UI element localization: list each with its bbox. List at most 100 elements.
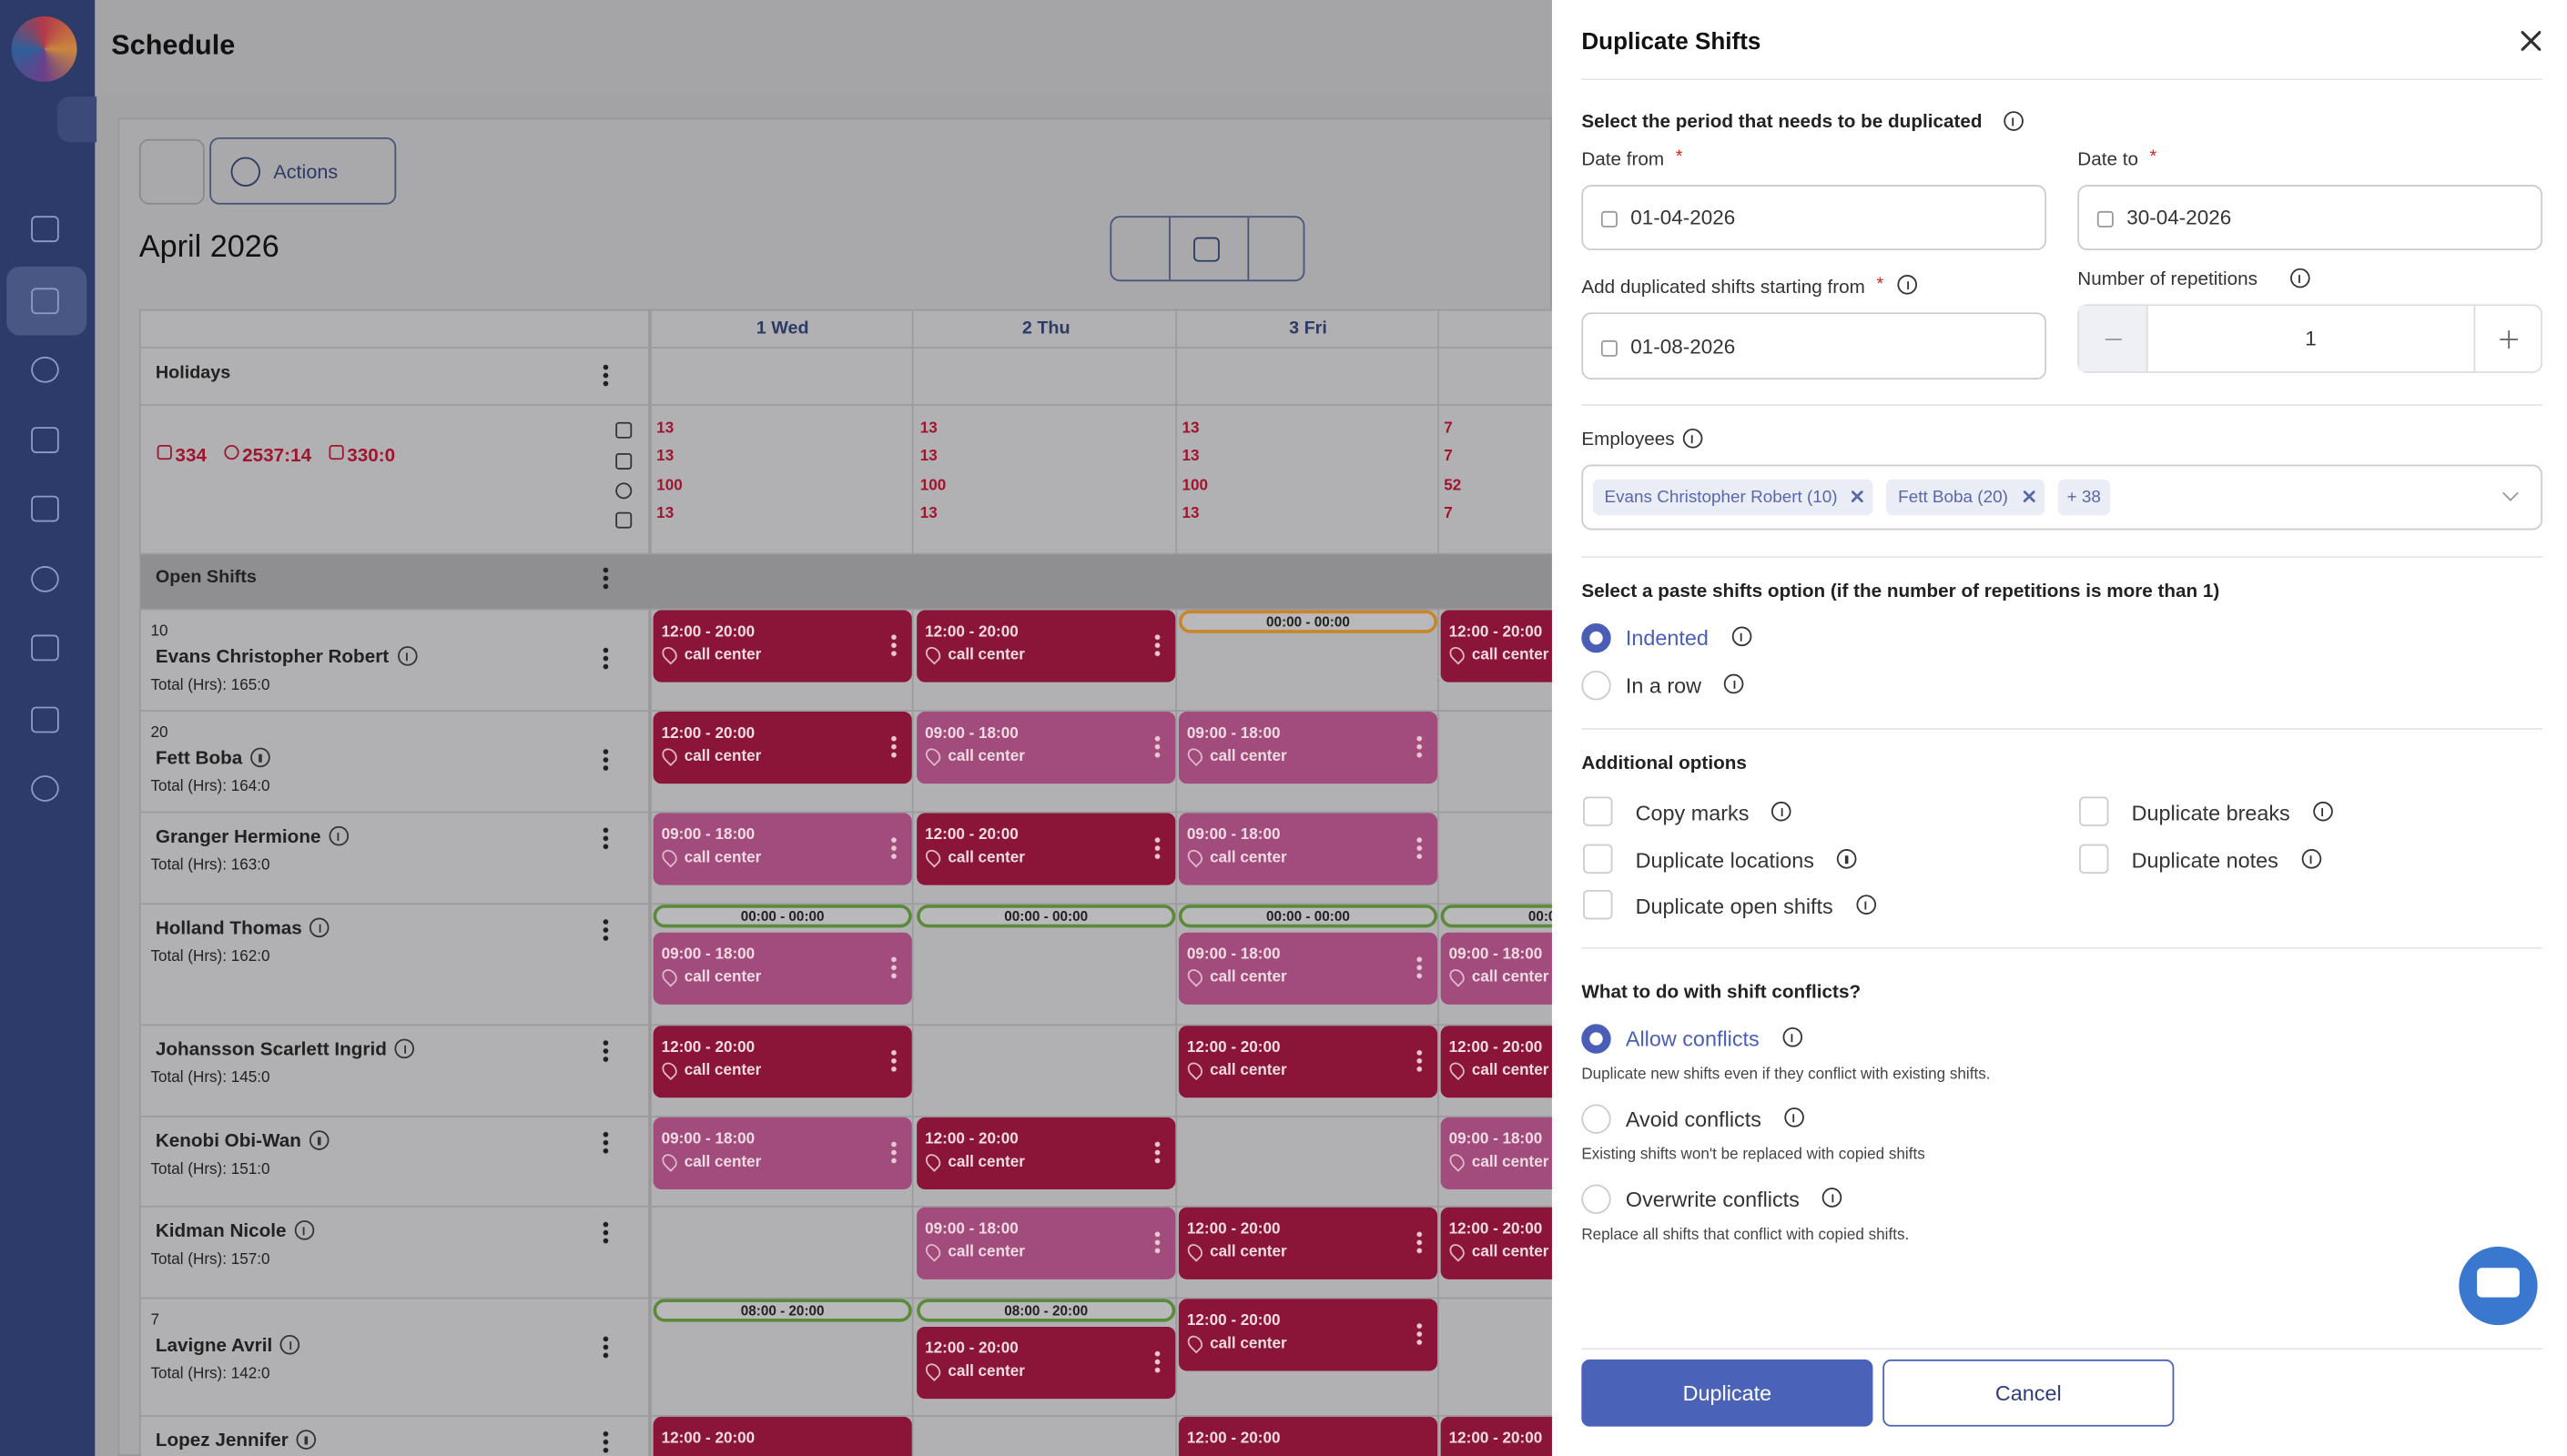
radio[interactable]	[1581, 1104, 1611, 1134]
shift-outline[interactable]: 00:00 - 00:00	[1178, 610, 1438, 633]
filter-button[interactable]	[138, 138, 205, 205]
radio[interactable]	[1581, 1024, 1611, 1054]
duplicate-button[interactable]: Duplicate	[1581, 1359, 1873, 1427]
shift-block[interactable]: 12:00 - 20:00 call center	[653, 1026, 912, 1098]
sidebar-icon[interactable]	[31, 356, 59, 383]
shift-outline[interactable]: 00:00 - 00:00	[917, 905, 1176, 928]
row-border	[138, 1415, 1552, 1417]
shift-menu[interactable]	[1153, 1140, 1162, 1165]
holidays-label: Holidays	[155, 363, 231, 383]
shift-block[interactable]: 09:00 - 18:00 call center	[917, 1207, 1176, 1279]
sidebar-icon[interactable]	[31, 634, 59, 662]
radio[interactable]	[1581, 671, 1611, 701]
shift-menu[interactable]	[890, 1140, 898, 1165]
shift-block[interactable]: 09:00 - 18:00 call center	[653, 1117, 912, 1189]
checkbox[interactable]	[1583, 796, 1613, 826]
chip-remove[interactable]	[1852, 490, 1864, 502]
shift-block[interactable]: 12:00 - 20:00 call center	[917, 813, 1176, 885]
radio[interactable]	[1581, 622, 1611, 653]
shift-block[interactable]: 09:00 - 18:00 call center	[653, 813, 912, 885]
shift-place: call center	[684, 1153, 762, 1172]
sidebar-icon[interactable]	[31, 775, 59, 802]
sidebar-toggle[interactable]	[56, 96, 97, 143]
employee-menu[interactable]	[602, 646, 610, 672]
holidays-menu[interactable]	[602, 363, 610, 389]
shift-block[interactable]: 12:00 - 20:00 call center	[1178, 1207, 1438, 1279]
shift-menu[interactable]	[1415, 1321, 1423, 1347]
checkbox-label: Duplicate locations	[1635, 848, 1814, 874]
calendar-icon[interactable]	[1193, 237, 1220, 262]
checkbox[interactable]	[2079, 844, 2109, 874]
sidebar-icon[interactable]	[31, 427, 59, 453]
employee-menu[interactable]	[602, 1038, 610, 1064]
open-shifts-menu[interactable]	[602, 566, 610, 591]
sidebar-icon[interactable]	[31, 216, 59, 243]
shift-menu[interactable]	[1153, 1229, 1162, 1255]
open-shifts-row	[140, 554, 1552, 609]
sidebar-icon[interactable]	[31, 566, 59, 592]
shift-menu[interactable]	[1153, 1350, 1162, 1375]
plus-button[interactable]	[2473, 306, 2542, 372]
shift-block[interactable]: 12:00 - 20:00	[1178, 1416, 1438, 1456]
sidebar-icon[interactable]	[31, 706, 59, 733]
shift-menu[interactable]	[890, 955, 898, 980]
row-border	[138, 1205, 1552, 1208]
shift-menu[interactable]	[1153, 835, 1162, 861]
shift-menu[interactable]	[890, 632, 898, 658]
date-input[interactable]: 01-04-2026	[1581, 185, 2047, 251]
chip-remove[interactable]	[2023, 490, 2034, 502]
shift-block[interactable]: 09:00 - 18:00 call center	[1178, 932, 1438, 1005]
day-count: 7	[1444, 504, 1453, 523]
employee-menu[interactable]	[602, 917, 610, 943]
shift-menu[interactable]	[890, 734, 898, 760]
employee-menu[interactable]	[602, 1334, 610, 1360]
sidebar-icon[interactable]	[31, 288, 59, 315]
shift-block[interactable]: 12:00 - 20:00 call center	[653, 712, 912, 784]
divider	[1581, 1348, 2543, 1350]
shift-block[interactable]: 12:00 - 20:00	[653, 1416, 912, 1456]
checkbox[interactable]	[2079, 796, 2109, 826]
shift-menu[interactable]	[1415, 835, 1423, 861]
shift-menu[interactable]	[890, 1048, 898, 1074]
shift-place: call center	[1210, 849, 1287, 867]
shift-outline[interactable]: 00:00 - 00:00	[653, 905, 912, 928]
shift-menu[interactable]	[1153, 632, 1162, 658]
shift-block[interactable]: 12:00 - 20:00 call center	[917, 1117, 1176, 1189]
shift-outline[interactable]: 00:00 - 00:00	[1178, 905, 1438, 928]
employees-select[interactable]: Evans Christopher Robert (10) Fett Boba (…	[1581, 464, 2543, 531]
shift-block[interactable]: 12:00 - 20:00 call center	[917, 1326, 1176, 1400]
employee-menu[interactable]	[602, 1220, 610, 1246]
sidebar-icon[interactable]	[31, 495, 59, 522]
shift-outline[interactable]: 08:00 - 20:00	[917, 1299, 1176, 1322]
actions-button[interactable]: Actions	[209, 137, 397, 205]
shift-block[interactable]: 09:00 - 18:00 call center	[917, 712, 1176, 784]
open-shifts-label: Open Shifts	[155, 567, 257, 588]
shift-time: 09:00 - 18:00	[661, 945, 756, 964]
employee-menu[interactable]	[602, 1430, 610, 1455]
employee-menu[interactable]	[602, 747, 610, 773]
employee-menu[interactable]	[602, 825, 610, 851]
shift-block[interactable]: 12:00 - 20:00 call center	[1178, 1299, 1438, 1371]
date-input[interactable]: 30-04-2026	[2077, 185, 2543, 251]
shift-menu[interactable]	[1415, 734, 1423, 760]
shift-block[interactable]: 09:00 - 18:00 call center	[1178, 712, 1438, 784]
required-mark: *	[2149, 147, 2157, 167]
close-button[interactable]	[2521, 31, 2542, 51]
shift-menu[interactable]	[1415, 1229, 1423, 1255]
shift-block[interactable]: 12:00 - 20:00 call center	[1178, 1026, 1438, 1098]
checkbox[interactable]	[1583, 889, 1613, 920]
checkbox[interactable]	[1583, 844, 1613, 874]
shift-block[interactable]: 09:00 - 18:00 call center	[653, 932, 912, 1005]
date-input[interactable]: 01-08-2026	[1581, 312, 2047, 380]
shift-block[interactable]: 09:00 - 18:00 call center	[1178, 813, 1438, 885]
cancel-button[interactable]: Cancel	[1882, 1359, 2175, 1427]
shift-block[interactable]: 12:00 - 20:00 call center	[917, 610, 1176, 682]
shift-menu[interactable]	[1415, 1048, 1423, 1074]
shift-menu[interactable]	[890, 835, 898, 861]
employee-menu[interactable]	[602, 1130, 610, 1156]
shift-menu[interactable]	[1153, 734, 1162, 760]
shift-block[interactable]: 12:00 - 20:00 call center	[653, 610, 912, 682]
radio[interactable]	[1581, 1184, 1611, 1214]
shift-outline[interactable]: 08:00 - 20:00	[653, 1299, 912, 1322]
shift-menu[interactable]	[1415, 955, 1423, 980]
